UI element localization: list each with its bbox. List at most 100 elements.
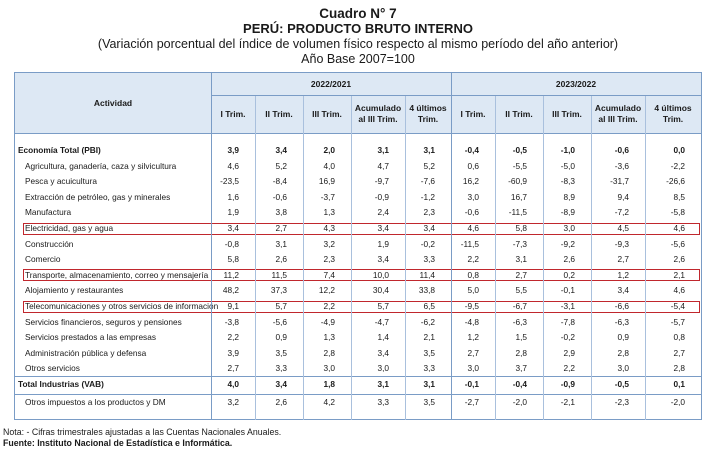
table-cell: -6,2 (420, 316, 435, 327)
table-row: Otros impuestos a los productos y DM 3,2 2… (15, 395, 701, 411)
table-cell: 2,7 (227, 363, 239, 374)
table-cell: 11,2 (223, 269, 239, 280)
row-label: Servicios financieros, seguros y pension… (25, 316, 182, 327)
base-year: Año Base 2007=100 (301, 52, 415, 66)
table-cell: 2,8 (617, 347, 629, 358)
table-cell: -23,5 (220, 176, 239, 187)
table-cell: 3,0 (563, 223, 575, 233)
table-cell: 1,3 (323, 207, 335, 218)
column-header: II Trim. (505, 108, 533, 119)
table-cell: 16,2 (462, 176, 479, 187)
row-label: Economía Total (PBI) (18, 145, 101, 155)
row-label: Otros impuestos a los productos y DM (25, 396, 166, 407)
table-cell: 2,7 (467, 347, 479, 358)
highlight-box (23, 222, 700, 235)
table-cell: 12,2 (318, 285, 335, 296)
table-cell: 3,2 (227, 396, 239, 407)
table-cell: 8,5 (673, 191, 685, 202)
table-cell: 3,3 (275, 363, 287, 374)
column-header: 4 últimos Trim. (654, 103, 692, 124)
table-cell: 4,7 (377, 160, 389, 171)
row-label: Construcción (25, 238, 74, 249)
table-cell: 4,0 (227, 379, 239, 389)
table-row: Servicios financieros, seguros y pension… (15, 315, 701, 331)
table-cell: 37,3 (270, 285, 287, 296)
table-cell: -0,2 (420, 238, 435, 249)
table-cell: 3,8 (275, 207, 287, 218)
table-row: Telecomunicaciones y otros servicios de … (15, 299, 701, 315)
table-cell: 1,2 (467, 332, 479, 343)
table-cell: 3,0 (323, 363, 335, 374)
table-cell: 0,9 (617, 332, 629, 343)
table-cell: 3,5 (423, 396, 435, 407)
table-cell: -2,2 (670, 160, 685, 171)
table-cell: -5,7 (670, 316, 685, 327)
table-cell: 1,8 (323, 379, 335, 389)
column-header: I Trim. (460, 108, 486, 119)
table-cell: -7,6 (420, 176, 435, 187)
table-cell: 4,0 (323, 160, 335, 171)
table-cell: -7,8 (560, 316, 575, 327)
activity-header: Actividad (93, 97, 133, 108)
table-cell: 1,4 (377, 332, 389, 343)
gdp-table: Actividad 2022/2021 2023/2022 I Trim. II … (14, 72, 702, 420)
table-cell: 0,6 (467, 160, 479, 171)
table-cell: 2,3 (423, 207, 435, 218)
table-cell: 2,9 (563, 347, 575, 358)
table-cell: -2,1 (560, 396, 575, 407)
highlight-box (23, 300, 700, 313)
table-cell: -1,0 (560, 145, 575, 155)
table-cell: 2,8 (673, 363, 685, 374)
table-cell: 2,7 (515, 269, 527, 280)
table-row: Servicios prestados a las empresas 2,2 0,9… (15, 330, 701, 346)
table-cell: -5,0 (560, 160, 575, 171)
table-header: Actividad 2022/2021 2023/2022 I Trim. II … (15, 73, 701, 134)
table-cell: -0,6 (464, 207, 479, 218)
table-cell: -8,4 (272, 176, 287, 187)
column-header: 4 últimos Trim. (409, 103, 447, 124)
table-cell: -9,3 (614, 238, 629, 249)
table-cell: 2,2 (563, 363, 575, 374)
table-cell: 5,8 (515, 223, 527, 233)
table-cell: -2,0 (670, 396, 685, 407)
table-cell: -0,5 (614, 379, 629, 389)
table-row: Comercio 5,8 2,6 2,3 3,4 3,3 2,2 3,1 2,6 2,7 2,6 (15, 252, 701, 268)
table-cell: -0,6 (614, 145, 629, 155)
table-cell: -3,1 (560, 301, 575, 311)
table-cell: 2,8 (323, 347, 335, 358)
table-row: Alojamiento y restaurantes 48,2 37,3 12,2 30… (15, 283, 701, 299)
table-cell: -0,6 (272, 191, 287, 202)
table-cell: -7,3 (512, 238, 527, 249)
group-header-2023: 2023/2022 (555, 78, 597, 89)
row-label: Otros servicios (25, 363, 80, 374)
column-header: Acumulado al III Trim. (354, 103, 402, 124)
table-cell: 16,9 (318, 176, 335, 187)
column-header: II Trim. (265, 108, 293, 119)
table-subtitle: (Variación porcentual del índice de volu… (97, 37, 619, 51)
table-cell: 3,1 (423, 379, 435, 389)
table-cell: -9,2 (560, 238, 575, 249)
table-cell: 30,4 (372, 285, 389, 296)
row-label: Comercio (25, 254, 61, 265)
table-cell: 3,1 (275, 238, 287, 249)
table-cell: 3,0 (467, 191, 479, 202)
row-label: Transporte, almacenamiento, correo y men… (25, 269, 209, 280)
table-cell: 2,6 (275, 254, 287, 265)
table-cell: -4,9 (320, 316, 335, 327)
group-header-2022: 2022/2021 (310, 78, 352, 89)
table-cell: 3,4 (275, 145, 287, 155)
table-cell: -0,8 (224, 238, 239, 249)
table-cell: 0,2 (563, 269, 575, 280)
table-note: Nota: - Cifras trimestrales ajustadas a … (3, 427, 282, 437)
table-row: Electricidad, gas y agua 3,4 2,7 4,3 3,4 3,4 4… (15, 221, 701, 237)
table-cell: -5,6 (272, 316, 287, 327)
table-cell: 1,3 (323, 332, 335, 343)
table-row: Total Industrias (VAB) 4,0 3,4 1,8 3,1 3,1 -0,… (15, 377, 701, 393)
table-cell: 2,8 (515, 347, 527, 358)
table-cell: 3,5 (423, 347, 435, 358)
row-label: Extracción de petróleo, gas y minerales (25, 191, 171, 202)
table-cell: 4,6 (673, 285, 685, 296)
column-header: III Trim. (552, 108, 582, 119)
table-cell: -31,7 (610, 176, 629, 187)
table-cell: 10,0 (372, 269, 389, 280)
